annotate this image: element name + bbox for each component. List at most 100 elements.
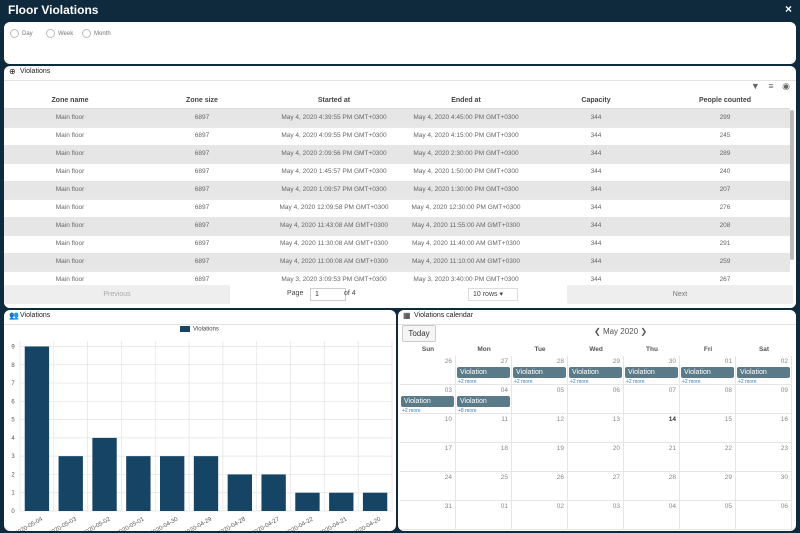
col-people-counted[interactable]: People counted bbox=[698, 97, 752, 104]
calendar-day-cell[interactable]: 04 bbox=[456, 385, 512, 414]
more-events-link[interactable]: +2 more bbox=[738, 379, 757, 385]
more-events-link[interactable]: +2 more bbox=[626, 379, 645, 385]
calendar-day-cell[interactable]: 27 bbox=[568, 472, 624, 501]
calendar-day-cell[interactable]: 23 bbox=[736, 443, 792, 472]
calendar-day-cell[interactable]: 13 bbox=[568, 414, 624, 443]
col-started-at[interactable]: Started at bbox=[317, 97, 351, 104]
calendar-day-cell[interactable]: 07 bbox=[624, 385, 680, 414]
next-button[interactable]: Next bbox=[567, 285, 793, 304]
calendar-day-cell[interactable]: 06 bbox=[568, 385, 624, 414]
bar[interactable] bbox=[362, 492, 388, 511]
close-icon[interactable]: × bbox=[784, 2, 792, 16]
calendar-day-cell[interactable]: 16 bbox=[736, 414, 792, 443]
table-row[interactable]: Main floor 6897 May 4, 2020 11:00:08 AM GM… bbox=[4, 253, 790, 272]
radio-day[interactable]: Day bbox=[10, 29, 33, 38]
calendar-day-cell[interactable]: 29 bbox=[680, 472, 736, 501]
table-row[interactable]: Main floor 6897 May 4, 2020 1:09:57 PM GMT… bbox=[4, 181, 790, 200]
calendar-day-cell[interactable]: 28 bbox=[624, 472, 680, 501]
table-row[interactable]: Main floor 6897 May 4, 2020 12:09:58 PM GM… bbox=[4, 199, 790, 218]
calendar-day-cell[interactable]: 11 bbox=[456, 414, 512, 443]
calendar-day-cell[interactable]: 21 bbox=[624, 443, 680, 472]
rows-per-page-select[interactable]: 10 rows ▾ bbox=[468, 288, 518, 301]
calendar-event[interactable]: Violation bbox=[513, 367, 566, 378]
calendar-day-cell[interactable]: 15 bbox=[680, 414, 736, 443]
calendar-day-cell[interactable]: 18 bbox=[456, 443, 512, 472]
calendar-day-cell[interactable]: 25 bbox=[456, 472, 512, 501]
more-events-link[interactable]: +2 more bbox=[402, 408, 421, 414]
eye-icon[interactable]: ◉ bbox=[782, 81, 790, 91]
calendar-day-cell[interactable]: 28 bbox=[512, 356, 568, 385]
calendar-day-cell[interactable]: 27 bbox=[456, 356, 512, 385]
calendar-day-cell[interactable]: 14 bbox=[624, 414, 680, 443]
calendar-day-cell[interactable]: 05 bbox=[680, 501, 736, 530]
table-row[interactable]: Main floor 6897 May 4, 2020 1:45:57 PM GMT… bbox=[4, 163, 790, 182]
calendar-day-cell[interactable]: 26 bbox=[512, 472, 568, 501]
filter-icon[interactable]: ▼ bbox=[750, 81, 760, 91]
calendar-event[interactable]: Violation bbox=[401, 396, 454, 407]
bar[interactable] bbox=[193, 456, 219, 511]
bar[interactable] bbox=[295, 492, 320, 511]
today-button[interactable]: Today bbox=[402, 325, 436, 342]
calendar-day-cell[interactable]: 02 bbox=[736, 356, 792, 385]
more-events-link[interactable]: +2 more bbox=[514, 379, 533, 385]
page-input[interactable]: 1 bbox=[310, 288, 346, 301]
calendar-event[interactable]: Violation bbox=[681, 367, 734, 378]
bar[interactable] bbox=[160, 456, 185, 511]
bar[interactable] bbox=[329, 492, 354, 511]
chart-legend[interactable]: Violations bbox=[180, 326, 219, 333]
calendar-event[interactable]: Violation bbox=[737, 367, 790, 378]
next-month-icon[interactable]: ❯ bbox=[640, 327, 648, 336]
col-zone-size[interactable]: Zone size bbox=[186, 97, 218, 104]
bar[interactable] bbox=[227, 474, 252, 511]
calendar-day-cell[interactable]: 29 bbox=[568, 356, 624, 385]
calendar-event[interactable]: Violation bbox=[569, 367, 622, 378]
bar[interactable] bbox=[24, 346, 50, 511]
calendar-day-cell[interactable]: 08 bbox=[680, 385, 736, 414]
calendar-event[interactable]: Violation bbox=[457, 367, 510, 378]
calendar-day-cell[interactable]: 01 bbox=[456, 501, 512, 530]
calendar-day-cell[interactable]: 03 bbox=[400, 385, 456, 414]
more-events-link[interactable]: +2 more bbox=[570, 379, 589, 385]
radio-week[interactable]: Week bbox=[46, 29, 73, 38]
col-ended-at[interactable]: Ended at bbox=[451, 97, 481, 104]
prev-month-icon[interactable]: ❮ bbox=[594, 327, 601, 336]
calendar-day-cell[interactable]: 30 bbox=[736, 472, 792, 501]
previous-button[interactable]: Previous bbox=[4, 285, 230, 304]
col-zone-name[interactable]: Zone name bbox=[51, 97, 89, 104]
calendar-day-cell[interactable]: 22 bbox=[680, 443, 736, 472]
columns-icon[interactable]: ≡ bbox=[768, 81, 774, 91]
table-scrollbar[interactable] bbox=[790, 110, 794, 260]
bar[interactable] bbox=[58, 456, 83, 511]
more-events-link[interactable]: +2 more bbox=[682, 379, 701, 385]
calendar-day-cell[interactable]: 06 bbox=[736, 501, 792, 530]
table-row[interactable]: Main floor 6897 May 4, 2020 2:09:56 PM GMT… bbox=[4, 145, 790, 164]
calendar-day-cell[interactable]: 31 bbox=[400, 501, 456, 530]
calendar-day-cell[interactable]: 19 bbox=[512, 443, 568, 472]
calendar-day-cell[interactable]: 01 bbox=[680, 356, 736, 385]
bar[interactable] bbox=[261, 474, 286, 511]
calendar-day-cell[interactable]: 05 bbox=[512, 385, 568, 414]
calendar-day-cell[interactable]: 04 bbox=[624, 501, 680, 530]
col-capacity[interactable]: Capacity bbox=[581, 97, 611, 104]
calendar-day-cell[interactable]: 26 bbox=[400, 356, 456, 385]
calendar-day-cell[interactable]: 24 bbox=[400, 472, 456, 501]
table-row[interactable]: Main floor 6897 May 4, 2020 11:30:08 AM GM… bbox=[4, 235, 790, 254]
calendar-event[interactable]: Violation bbox=[457, 396, 510, 407]
bar[interactable] bbox=[126, 456, 151, 511]
calendar-day-cell[interactable]: 17 bbox=[400, 443, 456, 472]
table-row[interactable]: Main floor 6897 May 4, 2020 4:09:55 PM GMT… bbox=[4, 127, 790, 146]
more-events-link[interactable]: +2 more bbox=[458, 379, 477, 385]
bar[interactable] bbox=[92, 437, 117, 511]
table-row[interactable]: Main floor 6897 May 4, 2020 4:39:55 PM GMT… bbox=[4, 109, 790, 128]
calendar-day-cell[interactable]: 12 bbox=[512, 414, 568, 443]
calendar-day-cell[interactable]: 30 bbox=[624, 356, 680, 385]
radio-month[interactable]: Month bbox=[82, 29, 111, 38]
more-events-link[interactable]: +8 more bbox=[458, 408, 477, 414]
table-row[interactable]: Main floor 6897 May 4, 2020 11:43:08 AM GM… bbox=[4, 217, 790, 236]
calendar-day-cell[interactable]: 10 bbox=[400, 414, 456, 443]
calendar-day-cell[interactable]: 02 bbox=[512, 501, 568, 530]
calendar-event[interactable]: Violation bbox=[625, 367, 678, 378]
calendar-day-cell[interactable]: 03 bbox=[568, 501, 624, 530]
calendar-day-cell[interactable]: 20 bbox=[568, 443, 624, 472]
calendar-day-cell[interactable]: 09 bbox=[736, 385, 792, 414]
